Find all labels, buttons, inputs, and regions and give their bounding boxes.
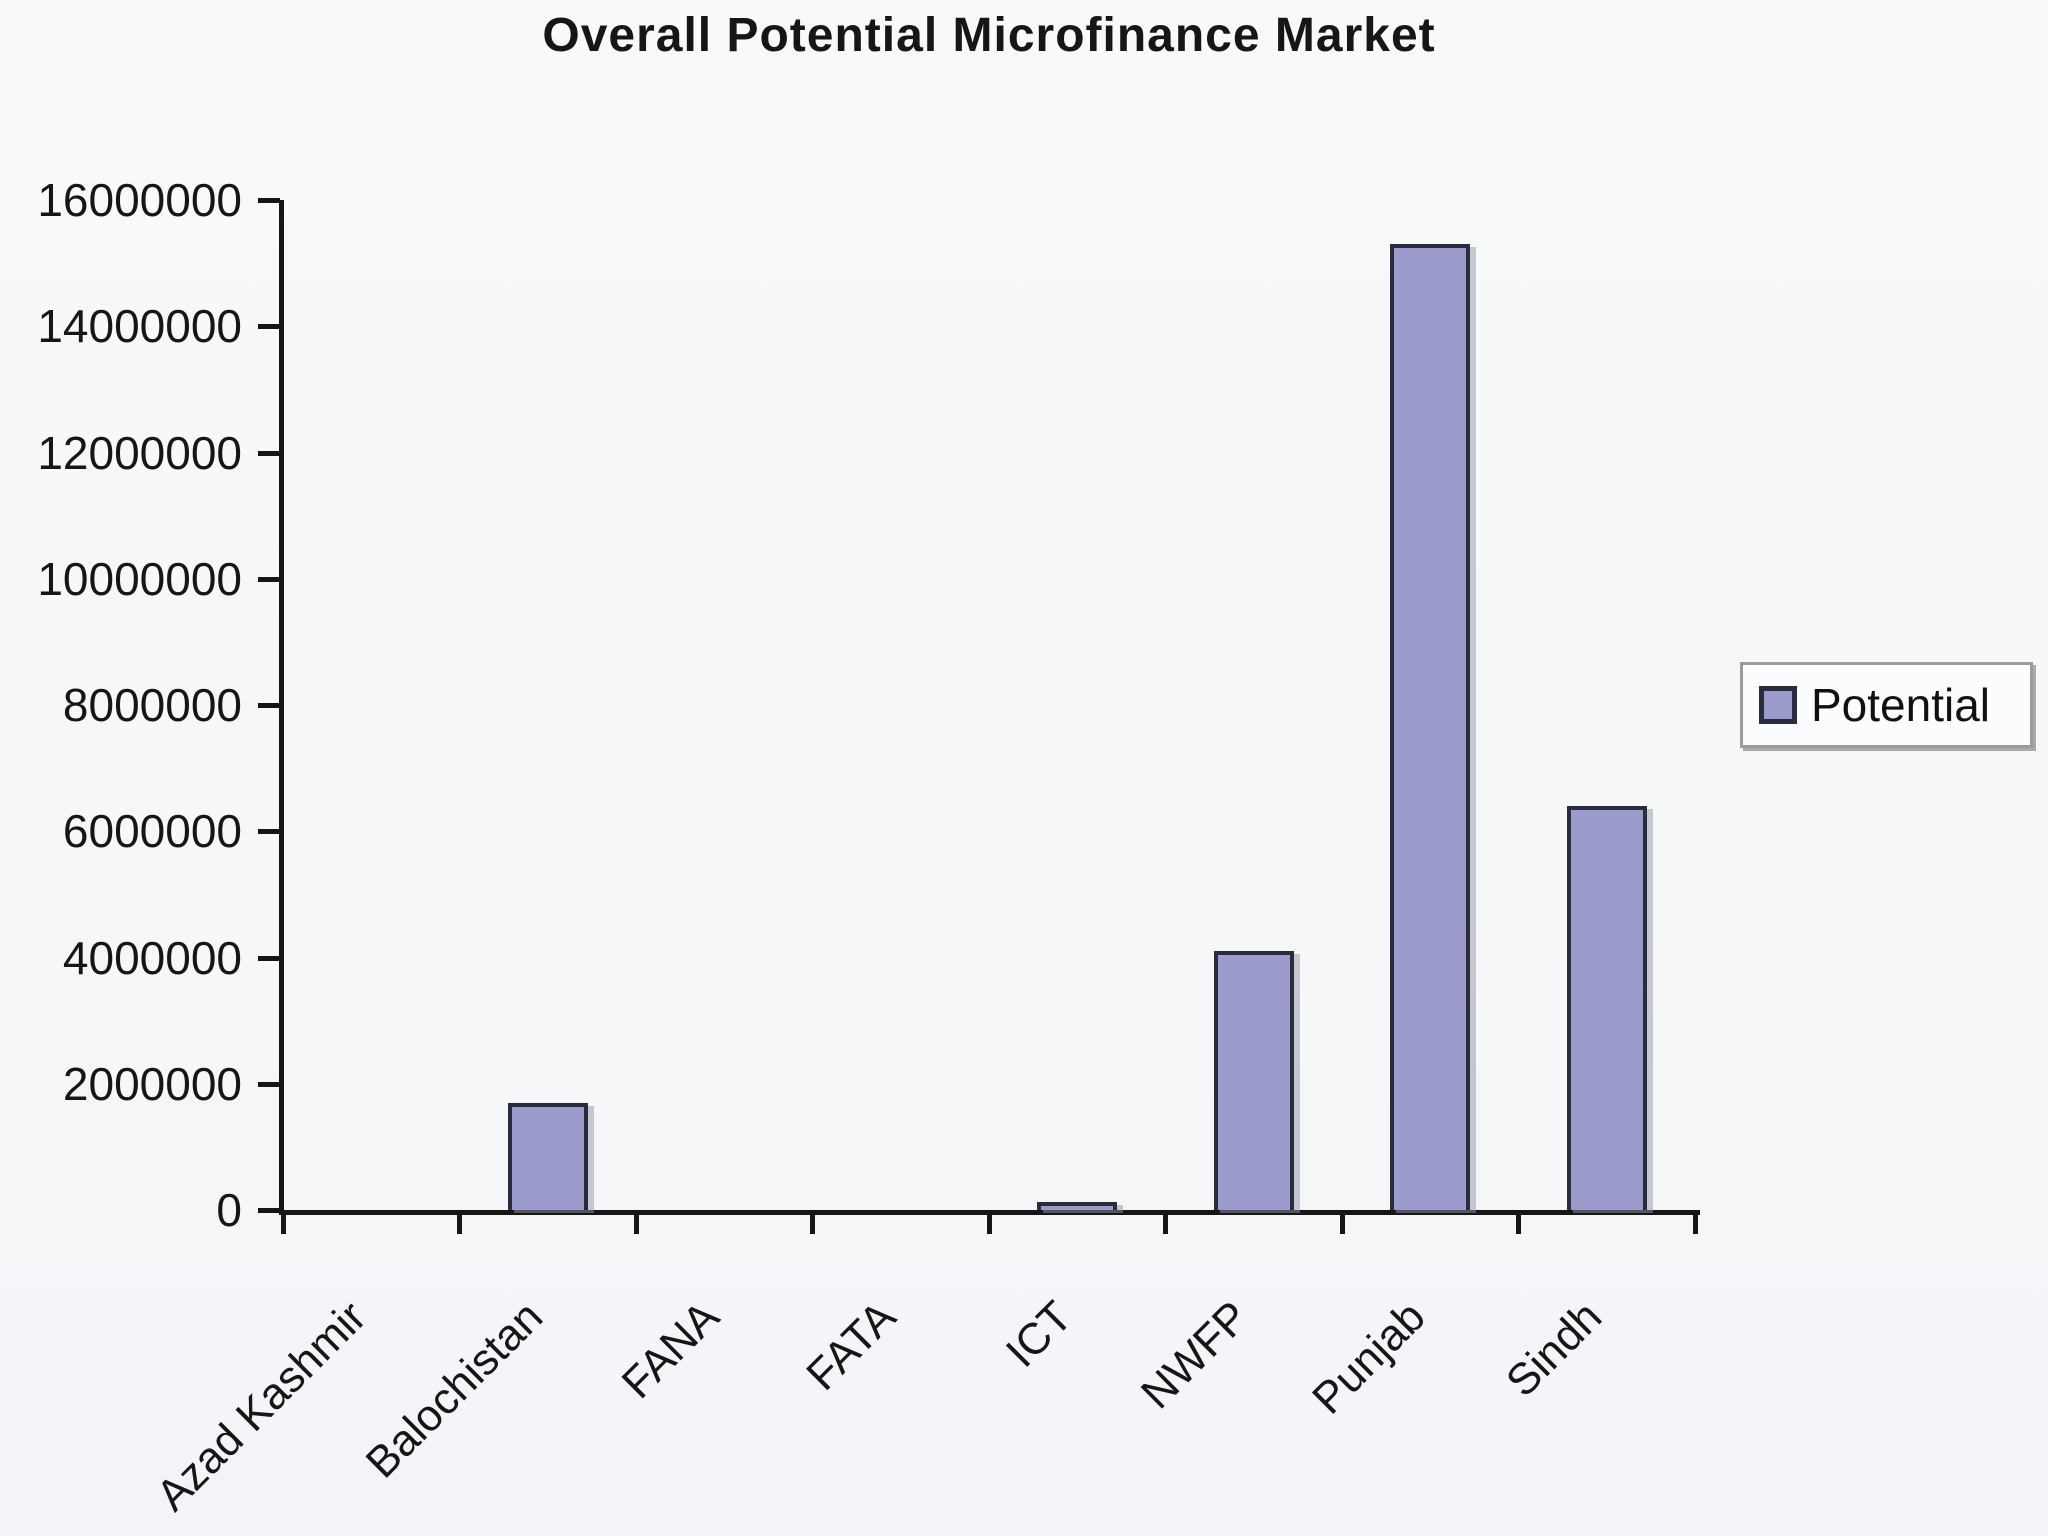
y-tick-label: 4000000 — [62, 931, 242, 984]
x-axis-label: Balochistan — [356, 1292, 553, 1488]
x-tick-mark — [633, 1210, 639, 1234]
x-axis-label: Punjab — [1303, 1292, 1435, 1424]
x-axis-label: FATA — [797, 1292, 906, 1400]
y-tick-mark — [258, 198, 280, 203]
y-tick-mark — [258, 955, 280, 961]
x-axis-label: FANA — [612, 1292, 729, 1408]
y-axis-line — [279, 200, 284, 1215]
x-tick-mark — [1516, 1210, 1521, 1234]
legend-box: Potential — [1740, 662, 2033, 748]
y-tick-mark — [258, 324, 280, 330]
bar-nwfp — [1213, 951, 1294, 1210]
x-tick-mark — [1163, 1210, 1168, 1234]
y-tick-label: 8000000 — [62, 679, 242, 731]
y-tick-mark — [258, 703, 280, 708]
x-tick-mark — [1339, 1210, 1345, 1234]
legend-swatch-icon — [1759, 686, 1797, 724]
y-tick-mark — [258, 450, 280, 456]
y-tick-label: 10000000 — [37, 552, 242, 605]
legend-label: Potential — [1811, 679, 1991, 731]
x-tick-mark — [1692, 1210, 1698, 1234]
y-tick-mark — [258, 829, 280, 835]
y-tick-label: 14000000 — [37, 300, 242, 353]
bar-balochistan — [507, 1103, 588, 1210]
bar-ict — [1037, 1202, 1118, 1210]
x-tick-mark — [457, 1210, 462, 1234]
y-tick-label: 12000000 — [37, 426, 242, 479]
y-tick-label: 6000000 — [62, 805, 242, 858]
x-axis-label: Sindh — [1497, 1292, 1612, 1407]
bar-punjab — [1390, 244, 1471, 1210]
x-tick-mark — [810, 1210, 815, 1234]
x-axis-label: Azad Kashmir — [147, 1292, 376, 1521]
chart-title: Overall Potential Microfinance Market — [542, 9, 1436, 62]
bar-sindh — [1566, 806, 1647, 1210]
y-tick-label: 0 — [216, 1184, 242, 1236]
y-tick-mark — [258, 576, 280, 582]
x-tick-mark — [280, 1210, 286, 1234]
y-tick-mark — [258, 1208, 280, 1213]
x-tick-mark — [986, 1210, 992, 1234]
y-tick-label: 16000000 — [37, 174, 242, 226]
x-axis-label: NWFP — [1132, 1292, 1259, 1419]
y-tick-label: 2000000 — [62, 1057, 242, 1110]
x-axis-label: ICT — [997, 1292, 1082, 1377]
y-tick-mark — [258, 1081, 280, 1087]
